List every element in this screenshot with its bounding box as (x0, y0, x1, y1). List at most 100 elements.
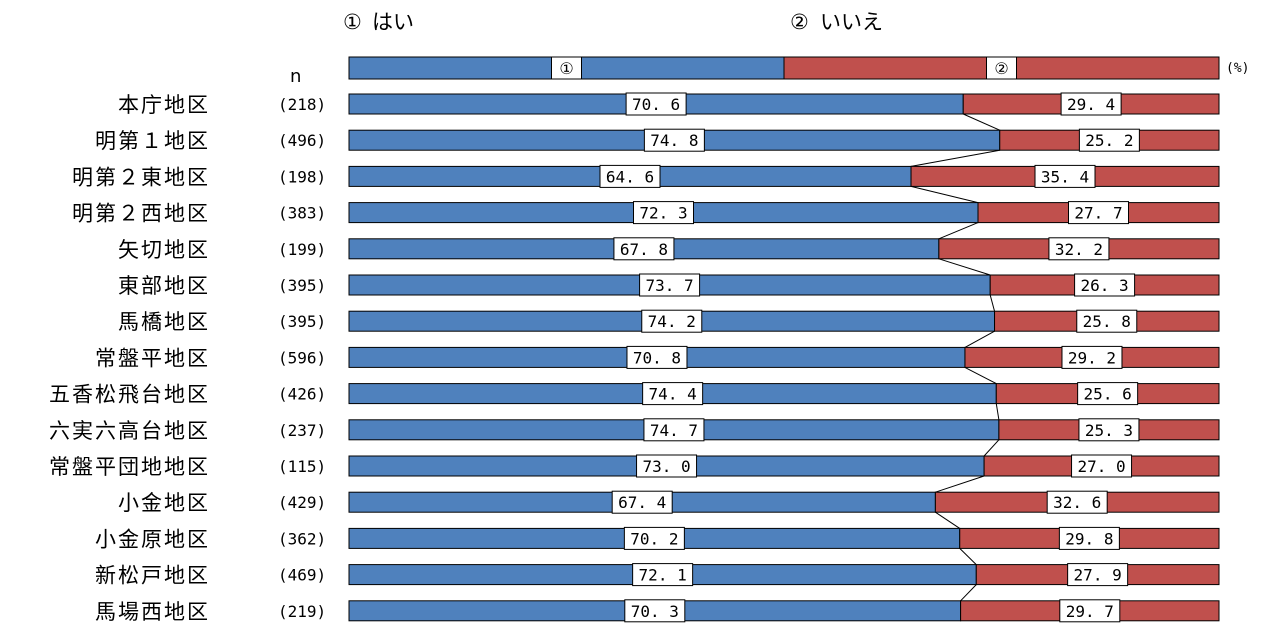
divider-connector (935, 511, 961, 529)
data-label-no-box (1067, 563, 1129, 587)
n-label: (469) (278, 566, 326, 585)
data-label-no-box (1061, 345, 1123, 369)
n-label: (362) (278, 529, 326, 548)
divider-connector (989, 294, 996, 312)
n-label: (383) (278, 204, 326, 223)
data-label-yes: 70. 6 (632, 95, 680, 114)
legend-yes-label: はい (372, 10, 414, 34)
data-label-yes: 74. 8 (650, 131, 698, 150)
category-label: 六実六高台地区 (49, 419, 210, 443)
category-label: 五香松飛台地区 (49, 383, 210, 407)
divider-connector (964, 330, 995, 348)
data-label-no-box (1068, 201, 1130, 225)
header-bar-no-marker-box (986, 56, 1017, 80)
data-label-yes-box (623, 526, 685, 550)
data-label-no: 25. 6 (1084, 385, 1132, 404)
data-label-yes-box (641, 309, 703, 333)
category-label: 馬橋地区 (118, 310, 210, 334)
data-label-yes-box (613, 237, 675, 261)
data-label-yes-box (643, 128, 705, 152)
divider-connector (983, 439, 1000, 457)
legend-no-marker: ② (790, 10, 809, 34)
category-label: 常盤平団地地区 (49, 455, 210, 479)
unit-label: (%) (1226, 61, 1249, 76)
data-label-yes: 74. 2 (648, 312, 696, 331)
data-label-yes-box (626, 345, 688, 369)
category-label: 明第２西地区 (72, 202, 210, 226)
data-label-no-box (1078, 418, 1140, 442)
data-label-no: 25. 3 (1085, 421, 1133, 440)
data-label-yes: 74. 4 (649, 385, 697, 404)
category-label: 小金地区 (118, 491, 210, 515)
n-label: (596) (278, 348, 326, 367)
data-label-no-box (1071, 454, 1133, 478)
n-label: (395) (278, 276, 326, 295)
divider-connectors (910, 113, 1000, 602)
legend: ① はい ② いいえ (343, 10, 883, 34)
data-label-yes-box (611, 490, 673, 514)
n-label: (395) (278, 312, 326, 331)
divider-connector (910, 149, 1000, 167)
n-label: (218) (278, 95, 326, 114)
divider-connector (938, 258, 991, 276)
n-header: n (290, 66, 301, 87)
category-label: 明第２東地区 (72, 165, 210, 189)
n-label: (237) (278, 421, 326, 440)
divider-connector (964, 366, 997, 385)
data-label-yes: 70. 2 (630, 529, 678, 548)
divider-connector (960, 584, 977, 602)
category-label: 小金原地区 (95, 527, 210, 551)
bars: 70. 6 29. 4 74. 8 25. 2 64. 6 35. 4 72. 3 27. 7… (348, 92, 1220, 623)
category-label: 本庁地区 (118, 93, 210, 117)
data-label-yes-box (624, 599, 686, 623)
legend-yes-marker: ① (343, 10, 362, 34)
data-label-no: 29. 4 (1067, 95, 1115, 114)
data-label-no-box (1058, 526, 1120, 550)
divider-connector (935, 475, 985, 493)
data-label-yes-box (643, 418, 705, 442)
legend-no-label: いいえ (820, 10, 883, 34)
data-label-no-box (1046, 490, 1108, 514)
data-label-no: 32. 6 (1053, 493, 1101, 512)
data-label-no-box (1048, 237, 1110, 261)
data-label-no: 25. 2 (1085, 131, 1133, 150)
data-label-yes: 67. 4 (618, 493, 666, 512)
data-label-no: 25. 8 (1083, 312, 1131, 331)
divider-connector (959, 548, 977, 565)
data-label-no: 27. 7 (1074, 204, 1122, 223)
data-label-yes: 67. 8 (620, 240, 668, 259)
data-label-no: 26. 3 (1081, 276, 1129, 295)
category-label: 常盤平地区 (95, 346, 210, 370)
n-label: (219) (278, 602, 326, 621)
data-label-yes: 72. 3 (639, 204, 687, 223)
data-label-yes: 74. 7 (650, 421, 698, 440)
divider-connector (995, 403, 1000, 420)
divider-connector (963, 113, 1000, 131)
n-label: (429) (278, 493, 326, 512)
data-label-yes: 73. 7 (646, 276, 694, 295)
data-label-yes-box (599, 164, 661, 188)
divider-connector (938, 222, 979, 240)
category-label: 馬場西地区 (95, 600, 210, 624)
data-label-yes: 73. 0 (642, 457, 690, 476)
data-label-no: 29. 8 (1065, 529, 1113, 548)
n-label: (198) (278, 167, 326, 186)
n-label: (496) (278, 131, 326, 150)
data-label-no-box (1074, 273, 1136, 297)
divider-connector (910, 185, 979, 204)
row-labels: 本庁地区 (218) 明第１地区 (496) 明第２東地区 (198) 明第２西地区 (383… (49, 93, 326, 624)
header-bar-yes-marker: ① (559, 59, 573, 78)
data-label-no: 27. 9 (1074, 566, 1122, 585)
category-label: 新松戸地区 (95, 564, 210, 588)
data-label-no-box (1076, 309, 1138, 333)
data-label-no: 27. 0 (1077, 457, 1125, 476)
data-label-no-box (1078, 128, 1140, 152)
data-label-no: 29. 2 (1068, 348, 1116, 367)
data-label-yes-box (642, 382, 704, 406)
data-label-yes: 70. 8 (633, 348, 681, 367)
category-label: 矢切地区 (118, 238, 210, 262)
header-bar-no-marker: ② (994, 59, 1008, 78)
data-label-yes-box (633, 201, 695, 225)
